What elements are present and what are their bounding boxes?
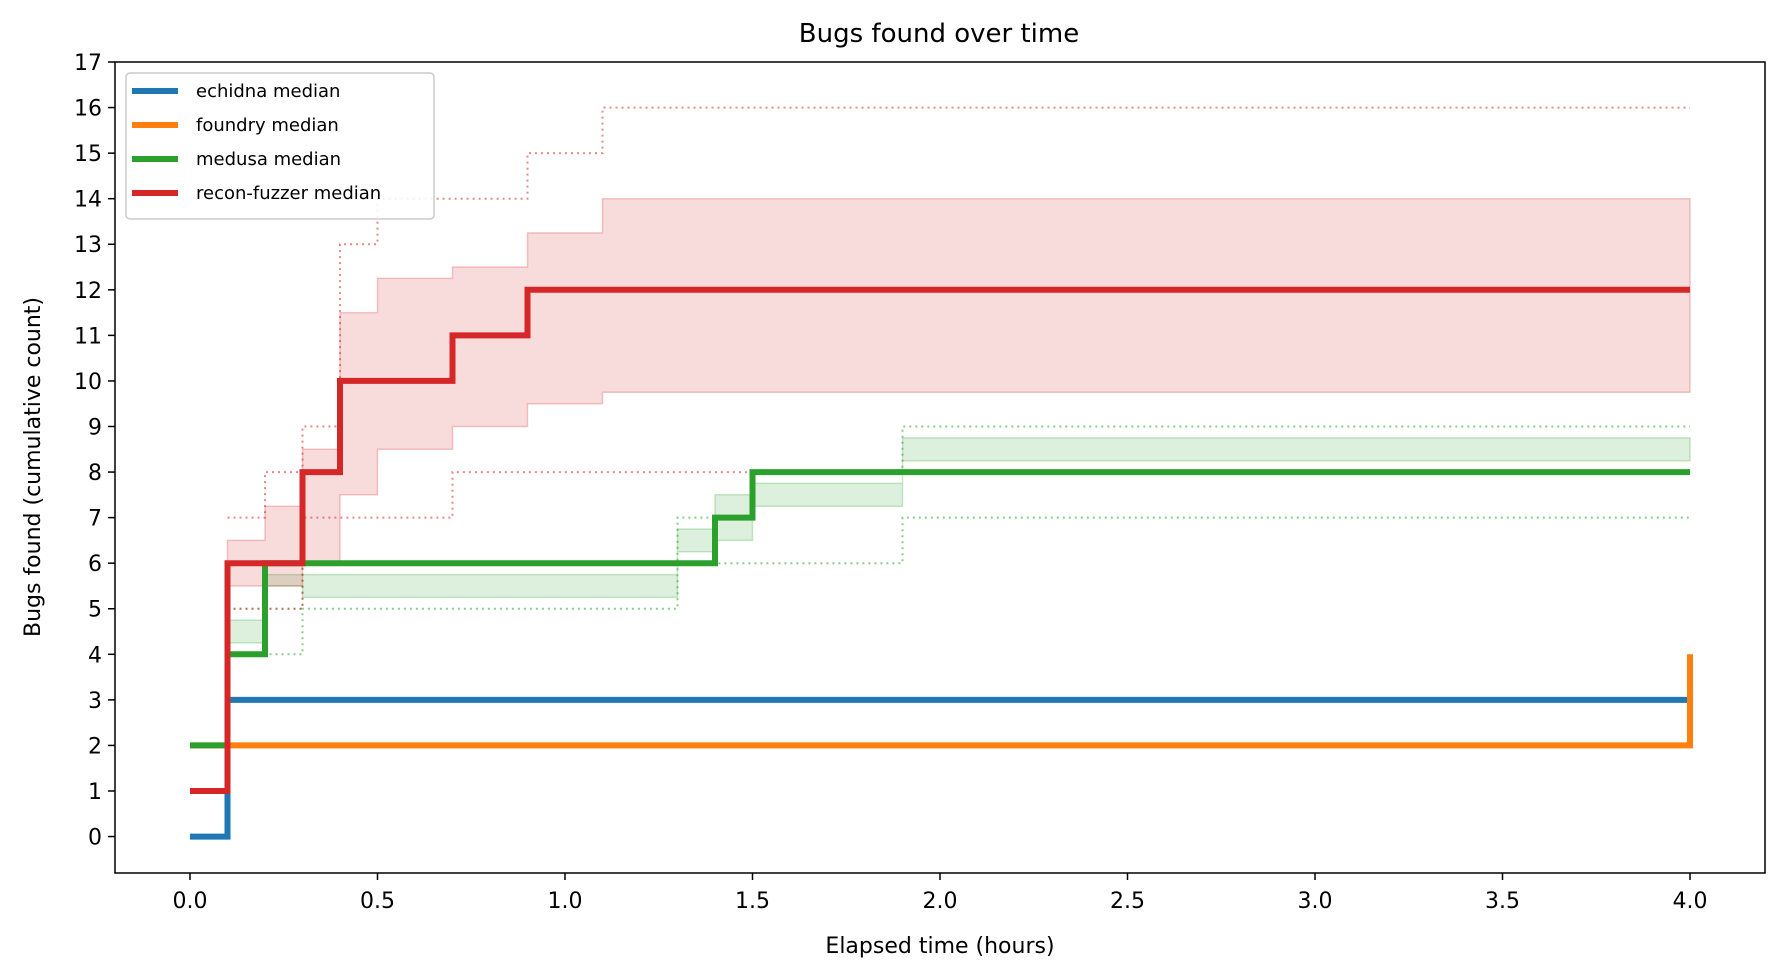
medusa-median-legend-label: medusa median — [196, 149, 341, 170]
y-tick-label: 0 — [88, 826, 102, 851]
y-tick-label: 8 — [88, 461, 102, 486]
y-tick-label: 10 — [74, 370, 102, 395]
legend: echidna median foundry median medusa media… — [125, 72, 435, 220]
foundry-median-legend-label: foundry median — [196, 115, 339, 136]
y-tick-label: 13 — [74, 233, 102, 258]
chart-title: Bugs found over time — [799, 19, 1079, 49]
x-tick-label: 2.5 — [1110, 889, 1145, 914]
y-tick-label: 9 — [88, 415, 102, 440]
recon-fuzzer-median-legend-label: recon-fuzzer median — [196, 183, 381, 204]
x-tick-label: 2.0 — [923, 889, 958, 914]
y-tick-label: 6 — [88, 552, 102, 577]
y-tick-label: 14 — [74, 188, 102, 213]
x-tick-label: 0.0 — [173, 889, 208, 914]
y-tick-label: 16 — [74, 97, 102, 122]
x-tick-label: 0.5 — [360, 889, 395, 914]
y-tick-label: 11 — [74, 324, 102, 349]
y-tick-label: 1 — [88, 780, 102, 805]
x-axis-label: Elapsed time (hours) — [825, 934, 1054, 959]
y-tick-label: 15 — [74, 142, 102, 167]
plot-area — [190, 106, 1693, 840]
x-tick-label: 1.0 — [548, 889, 583, 914]
medusa-median-range-min — [227, 516, 1690, 656]
y-tick-label: 12 — [74, 279, 102, 304]
medusa-median-band — [226, 437, 1691, 644]
y-tick-label: 7 — [88, 507, 102, 532]
recon-fuzzer-median-range-max — [227, 106, 1690, 519]
echidna-median-legend-label: echidna median — [196, 81, 340, 102]
recon-fuzzer-median-band — [226, 197, 1691, 587]
medusa-median-range-max — [227, 425, 1690, 610]
y-tick-label: 5 — [88, 598, 102, 623]
recon-fuzzer-median-range-min — [227, 471, 1690, 610]
x-tick-label: 3.0 — [1298, 889, 1333, 914]
y-axis-label: Bugs found (cumulative count) — [21, 297, 46, 637]
legend-box — [125, 72, 435, 220]
y-tick-label: 2 — [88, 734, 102, 759]
x-tick-label: 1.5 — [735, 889, 770, 914]
x-axis: 0.0 0.5 1.0 1.5 2.0 2.5 3.0 3.5 4.0 — [173, 873, 1708, 914]
x-tick-label: 4.0 — [1673, 889, 1708, 914]
x-tick-label: 3.5 — [1485, 889, 1520, 914]
y-tick-label: 4 — [88, 643, 102, 668]
recon-fuzzer-median-line — [190, 286, 1690, 794]
y-tick-label: 17 — [74, 51, 102, 76]
y-tick-label: 3 — [88, 689, 102, 714]
